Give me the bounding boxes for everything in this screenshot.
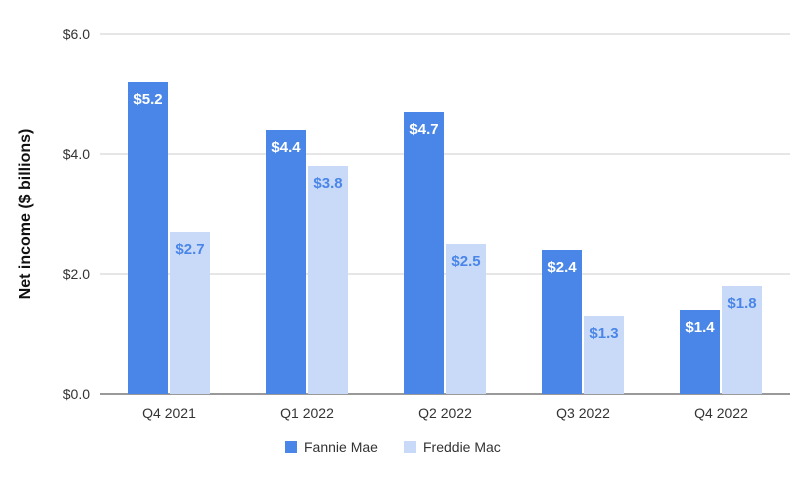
y-tick-label: $2.0 (63, 266, 90, 282)
data-label: $1.3 (589, 325, 618, 342)
bar-fannie-mae (128, 82, 168, 394)
bar-fannie-mae (542, 250, 582, 394)
bar-freddie-mac (446, 244, 486, 394)
x-tick-label: Q2 2022 (418, 405, 472, 421)
data-label: $4.4 (271, 139, 301, 156)
data-label: $5.2 (133, 91, 162, 108)
x-tick-label: Q3 2022 (556, 405, 610, 421)
bars (128, 82, 762, 394)
data-label: $2.4 (547, 259, 577, 276)
data-label: $2.5 (451, 253, 480, 270)
data-label: $1.4 (685, 319, 715, 336)
bar-freddie-mac (722, 286, 762, 394)
y-tick-label: $0.0 (63, 386, 90, 402)
bar-freddie-mac (170, 232, 210, 394)
y-tick-label: $6.0 (63, 26, 90, 42)
data-label: $2.7 (175, 241, 204, 258)
data-label: $3.8 (313, 175, 342, 192)
bar-freddie-mac (584, 316, 624, 394)
x-tick-label: Q1 2022 (280, 405, 334, 421)
bar-fannie-mae (266, 130, 306, 394)
x-axis-ticks: Q4 2021 Q1 2022 Q2 2022 Q3 2022 Q4 2022 (142, 405, 748, 421)
x-tick-label: Q4 2022 (694, 405, 748, 421)
legend-swatch (285, 441, 297, 453)
y-axis-label: Net income ($ billions) (17, 129, 34, 300)
legend-swatch (404, 441, 416, 453)
legend-label: Fannie Mae (304, 439, 378, 455)
legend: Fannie Mae Freddie Mac (285, 439, 501, 455)
data-label: $4.7 (409, 121, 438, 138)
x-tick-label: Q4 2021 (142, 405, 196, 421)
bar-fannie-mae (680, 310, 720, 394)
gridlines (100, 33, 790, 395)
bar-fannie-mae (404, 112, 444, 394)
legend-label: Freddie Mac (423, 439, 501, 455)
data-labels: $5.2 $2.7 $4.4 $3.8 $4.7 $2.5 $2.4 $1.3 $1.4 $1.8 (133, 91, 756, 342)
data-label: $1.8 (727, 295, 756, 312)
y-axis-ticks: $0.0 $2.0 $4.0 $6.0 (63, 26, 90, 402)
y-tick-label: $4.0 (63, 146, 90, 162)
bar-freddie-mac (308, 166, 348, 394)
